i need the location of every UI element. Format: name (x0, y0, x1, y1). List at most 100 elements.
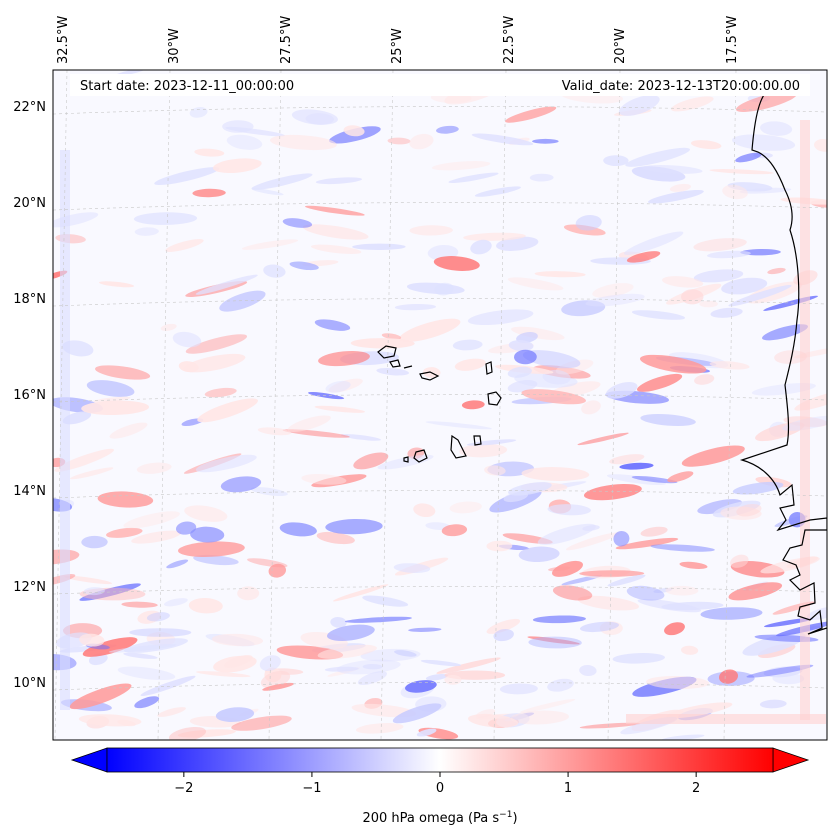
omega-field-cell (399, 318, 461, 342)
omega-field-cell (219, 290, 266, 312)
colorbar-tick-label: −2 (174, 781, 193, 796)
omega-field-cell (81, 535, 108, 549)
omega-field-cell (650, 544, 715, 552)
omega-field-cell (728, 284, 792, 307)
lon-label-32-5w: 32.5°W (56, 16, 71, 64)
omega-field-cell (308, 392, 345, 400)
omega-field-cell (486, 618, 521, 634)
omega-field-cell (224, 655, 253, 668)
omega-field-cell (344, 616, 412, 623)
omega-field-cell (476, 709, 496, 718)
omega-field-cell (301, 473, 347, 485)
omega-field-cell (579, 664, 597, 677)
map-frame (52, 69, 828, 741)
omega-field-cell (165, 239, 204, 252)
omega-field-cell (177, 729, 236, 738)
omega-field-cell (806, 607, 827, 620)
colorbar-label: 200 hPa omega (Pa s−1) (362, 810, 517, 826)
omega-field-cell (579, 722, 641, 729)
lat-label-22n: 22°N (13, 100, 46, 115)
omega-field-cell (521, 389, 586, 405)
omega-field-cell (362, 663, 383, 670)
omega-field-cell (317, 644, 377, 659)
omega-field-cell (408, 627, 442, 632)
island-maio (473, 435, 482, 446)
omega-field-cell (618, 95, 660, 116)
omega-field-cell (746, 664, 814, 678)
omega-field-cell (117, 666, 176, 681)
omega-field-cell (197, 398, 258, 423)
omega-field-cell (508, 482, 552, 496)
lon-label-30w: 30°W (167, 28, 182, 64)
omega-field-cell (730, 554, 749, 568)
omega-field-cell (355, 722, 404, 734)
omega-field-cell (314, 405, 365, 413)
omega-field-cell (310, 244, 362, 254)
lon-label-20w: 20°W (613, 28, 628, 64)
meridian-line (380, 70, 394, 740)
omega-field-cell (157, 707, 186, 717)
parallel-line (53, 298, 827, 307)
omega-field-cell (646, 676, 710, 689)
omega-field-cell (362, 595, 409, 607)
boundary-zone (800, 120, 810, 720)
omega-field-cell (496, 236, 539, 251)
omega-field-cell (499, 683, 538, 695)
omega-field (53, 70, 827, 740)
omega-field-cell (721, 277, 768, 295)
omega-field-cell (62, 340, 94, 357)
omega-field-cell (631, 475, 678, 484)
omega-field-cell (592, 283, 634, 298)
omega-field-cell (377, 454, 434, 470)
boundary-zone (60, 150, 70, 710)
meridian-line (493, 70, 507, 740)
omega-field-cell (136, 462, 172, 474)
omega-field-cell (626, 585, 665, 601)
omega-field-cell (79, 583, 141, 601)
omega-field-cell (751, 383, 816, 396)
omega-field-cell (133, 212, 198, 225)
omega-field-cell (709, 361, 750, 370)
omega-field-cell (166, 559, 189, 569)
omega-field-cell (79, 633, 105, 647)
omega-field-cell (409, 225, 453, 236)
omega-field-cell (486, 540, 513, 552)
meridian-line (607, 70, 621, 740)
omega-field-cell (664, 622, 685, 636)
omega-field-cell (527, 636, 580, 645)
omega-field-cell (454, 358, 486, 371)
meridian-line (268, 70, 282, 740)
omega-field-cell (393, 563, 431, 573)
island-santiago (450, 434, 467, 459)
omega-field-cell (328, 378, 363, 393)
omega-field-cell (547, 678, 574, 692)
omega-field-cell (279, 522, 317, 537)
omega-field-cell (637, 373, 683, 392)
omega-field-cell (667, 471, 694, 483)
omega-field-cell (728, 582, 783, 601)
omega-field-cell (581, 400, 601, 415)
omega-field-cell (405, 680, 437, 693)
colorbar-extend-low (70, 747, 108, 773)
omega-field-cell (409, 133, 434, 150)
omega-field-cell (518, 546, 560, 563)
boundary-zone (626, 714, 826, 724)
omega-field-cell (69, 683, 132, 710)
omega-field-cell (121, 601, 158, 608)
omega-field-cell (185, 334, 248, 354)
omega-field-cell (188, 597, 223, 614)
colorbar-label-text: 200 hPa omega (Pa s (362, 811, 499, 826)
omega-field-cell (609, 454, 645, 465)
omega-field-cell (436, 125, 459, 134)
omega-field-cell (474, 186, 521, 197)
omega-field-cell (441, 524, 468, 537)
omega-field-cell (164, 598, 188, 607)
colorbar: −2 −1 0 1 2 200 hPa omega (Pa s−1) (70, 747, 810, 826)
omega-field-cell (493, 629, 514, 642)
omega-field-cell (83, 587, 105, 596)
omega-field-cell (755, 422, 805, 442)
omega-field-cell (413, 503, 436, 518)
omega-field-cell (814, 139, 827, 152)
omega-field-cell (336, 659, 401, 675)
omega-field-cell (507, 380, 538, 393)
